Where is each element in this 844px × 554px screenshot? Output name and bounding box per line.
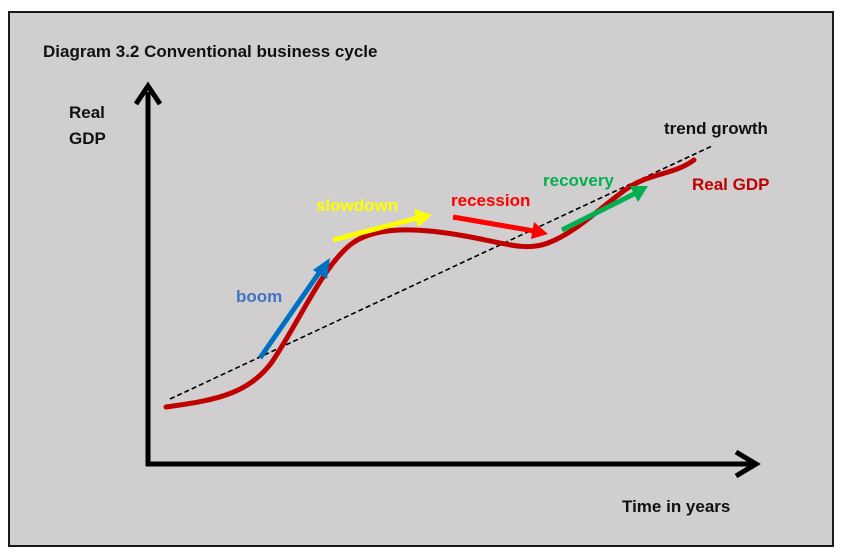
y-axis-label-line1: Real: [69, 103, 105, 122]
slowdown-arrow: [332, 209, 432, 243]
real-gdp-curve: [163, 157, 697, 410]
recovery-arrow: [560, 186, 648, 233]
recovery-label: recovery: [543, 171, 614, 190]
diagram-title: Diagram 3.2 Conventional business cycle: [43, 42, 378, 61]
boom-label: boom: [236, 287, 283, 306]
x-axis-label: Time in years: [622, 497, 731, 516]
y-axis-label-line2: GDP: [69, 129, 106, 148]
trend-growth-label: trend growth: [664, 119, 768, 138]
x-axis-arrowhead: [734, 449, 761, 479]
y-axis-arrowhead: [133, 81, 163, 106]
real-gdp-label: Real GDP: [692, 175, 770, 194]
slowdown-label: slowdown: [316, 196, 399, 215]
recession-label: recession: [451, 191, 531, 210]
recession-arrow: [452, 214, 548, 239]
boom-arrow: [257, 258, 330, 360]
